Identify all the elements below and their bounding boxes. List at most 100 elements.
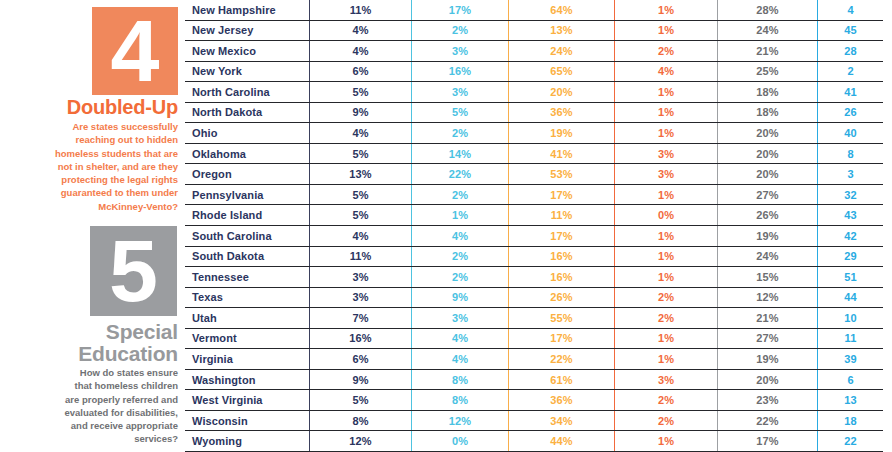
value-cell: 45 [818, 21, 883, 41]
value-cell: 4% [412, 226, 509, 246]
value-cell: 6 [818, 370, 883, 390]
value-cell: 24% [509, 41, 615, 61]
value-cell: 8% [310, 411, 412, 431]
table-row: Wisconsin8%12%34%2%22%18 [185, 411, 883, 432]
value-cell: 0% [412, 431, 509, 451]
value-cell: 42 [818, 226, 883, 246]
value-cell: 13% [509, 21, 615, 41]
section-4-title: Doubled-Up [0, 96, 178, 118]
state-name-cell: West Virginia [185, 390, 310, 410]
value-cell: 5% [310, 390, 412, 410]
value-cell: 6% [310, 62, 412, 82]
state-name-cell: North Carolina [185, 82, 310, 102]
value-cell: 44 [818, 288, 883, 308]
state-name-cell: Vermont [185, 329, 310, 349]
section-5-description: How do states ensure that homeless child… [0, 366, 178, 446]
value-cell: 20% [718, 370, 818, 390]
state-name-cell: New Hampshire [185, 0, 310, 20]
state-name-cell: South Carolina [185, 226, 310, 246]
table-row: Vermont16%4%17%1%27%11 [185, 329, 883, 350]
value-cell: 1% [615, 21, 718, 41]
table-row: New Jersey4%2%13%1%24%45 [185, 21, 883, 42]
value-cell: 3 [818, 164, 883, 184]
value-cell: 8 [818, 144, 883, 164]
value-cell: 22% [718, 411, 818, 431]
value-cell: 34% [509, 411, 615, 431]
table-row: Virginia6%4%22%1%19%39 [185, 349, 883, 370]
value-cell: 5% [310, 185, 412, 205]
value-cell: 1% [412, 205, 509, 225]
state-name-cell: New Jersey [185, 21, 310, 41]
table-row: Texas3%9%26%2%12%44 [185, 288, 883, 309]
value-cell: 11% [310, 247, 412, 267]
value-cell: 3% [615, 144, 718, 164]
value-cell: 43 [818, 205, 883, 225]
value-cell: 15% [718, 267, 818, 287]
value-cell: 17% [509, 185, 615, 205]
value-cell: 11% [509, 205, 615, 225]
table-row: New Hampshire11%17%64%1%28%4 [185, 0, 883, 21]
table-row: Utah7%3%55%2%21%10 [185, 308, 883, 329]
value-cell: 25% [718, 62, 818, 82]
value-cell: 1% [615, 103, 718, 123]
value-cell: 1% [615, 329, 718, 349]
value-cell: 24% [718, 21, 818, 41]
state-name-cell: Ohio [185, 123, 310, 143]
value-cell: 1% [615, 82, 718, 102]
value-cell: 1% [615, 226, 718, 246]
section-4-description: Are states successfully reaching out to … [0, 120, 178, 213]
value-cell: 18 [818, 411, 883, 431]
value-cell: 17% [509, 329, 615, 349]
value-cell: 3% [615, 164, 718, 184]
section-5-number-card: 5 [90, 226, 177, 316]
value-cell: 19% [718, 349, 818, 369]
value-cell: 27% [718, 185, 818, 205]
table-row: North Dakota9%5%36%1%18%26 [185, 103, 883, 124]
state-name-cell: Oklahoma [185, 144, 310, 164]
state-table: New Hampshire11%17%64%1%28%4New Jersey4%… [185, 0, 883, 452]
value-cell: 20% [718, 123, 818, 143]
value-cell: 19% [718, 226, 818, 246]
value-cell: 65% [509, 62, 615, 82]
value-cell: 4% [310, 123, 412, 143]
value-cell: 1% [615, 247, 718, 267]
value-cell: 6% [310, 349, 412, 369]
table-row: Tennessee3%2%16%1%15%51 [185, 267, 883, 288]
value-cell: 20% [718, 164, 818, 184]
state-name-cell: Washington [185, 370, 310, 390]
state-name-cell: Wyoming [185, 431, 310, 451]
value-cell: 22% [509, 349, 615, 369]
value-cell: 20% [509, 82, 615, 102]
value-cell: 9% [310, 103, 412, 123]
table-row: South Carolina4%4%17%1%19%42 [185, 226, 883, 247]
value-cell: 3% [412, 82, 509, 102]
value-cell: 61% [509, 370, 615, 390]
value-cell: 12% [718, 288, 818, 308]
value-cell: 12% [310, 431, 412, 451]
value-cell: 10 [818, 308, 883, 328]
value-cell: 1% [615, 0, 718, 20]
value-cell: 1% [615, 123, 718, 143]
value-cell: 40 [818, 123, 883, 143]
table-row: North Carolina5%3%20%1%18%41 [185, 82, 883, 103]
state-name-cell: South Dakota [185, 247, 310, 267]
table-row: Wyoming12%0%44%1%17%22 [185, 431, 883, 452]
state-name-cell: New Mexico [185, 41, 310, 61]
value-cell: 41 [818, 82, 883, 102]
value-cell: 32 [818, 185, 883, 205]
value-cell: 26 [818, 103, 883, 123]
value-cell: 22 [818, 431, 883, 451]
value-cell: 5% [310, 205, 412, 225]
value-cell: 2% [615, 41, 718, 61]
report-page: 4 Doubled-Up Are states successfully rea… [0, 0, 892, 452]
value-cell: 17% [718, 431, 818, 451]
table-row: New Mexico4%3%24%2%21%28 [185, 41, 883, 62]
value-cell: 9% [310, 370, 412, 390]
table-row: Rhode Island5%1%11%0%26%43 [185, 205, 883, 226]
table-row: Ohio4%2%19%1%20%40 [185, 123, 883, 144]
value-cell: 5% [412, 103, 509, 123]
value-cell: 18% [718, 82, 818, 102]
value-cell: 22% [412, 164, 509, 184]
table-row: Pennsylvania5%2%17%1%27%32 [185, 185, 883, 206]
value-cell: 2% [412, 247, 509, 267]
